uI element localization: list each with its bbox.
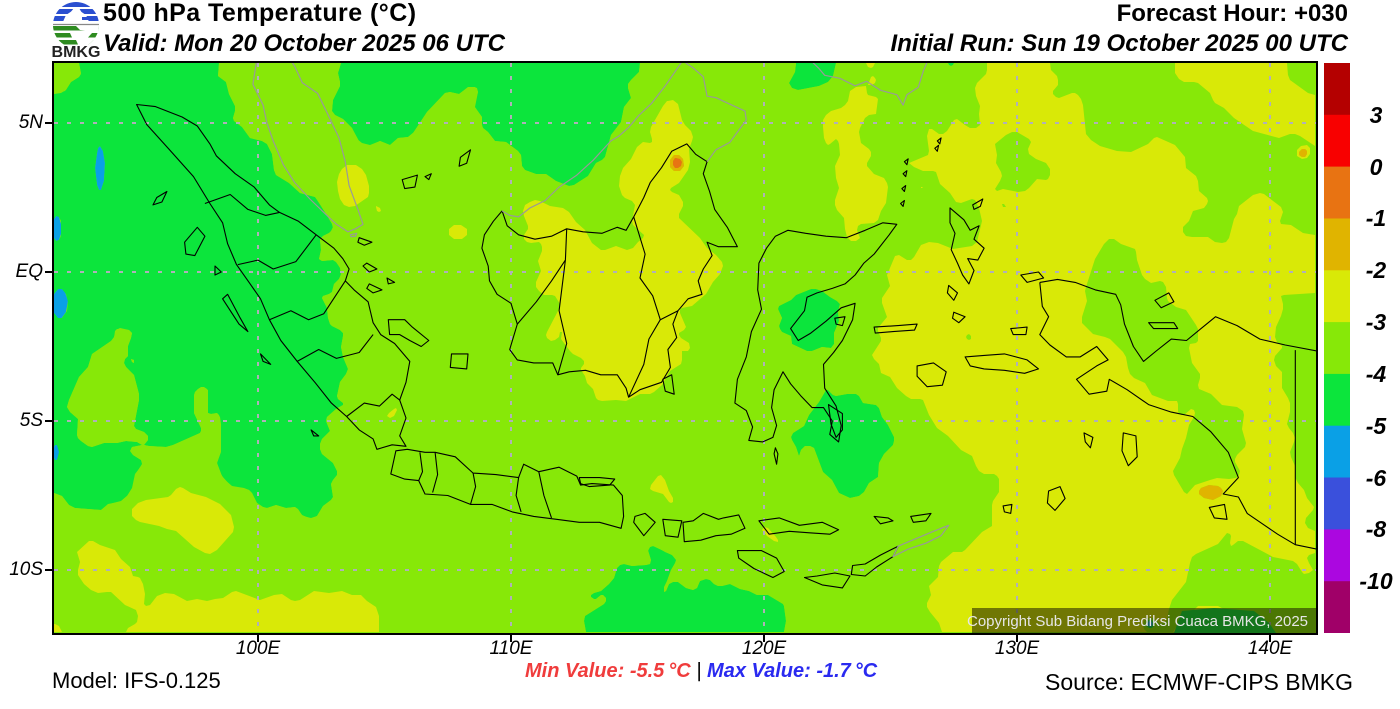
svg-text:Copyright Sub Bidang Prediksi: Copyright Sub Bidang Prediksi Cuaca BMKG…	[967, 613, 1308, 630]
